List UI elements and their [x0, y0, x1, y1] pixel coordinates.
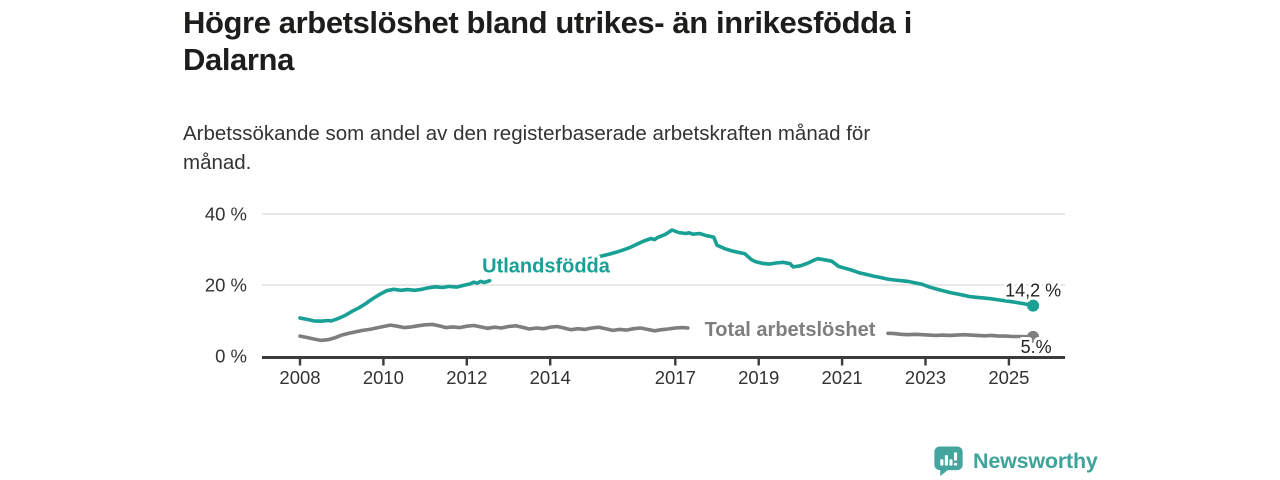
x-tick-label: 2014: [530, 367, 571, 388]
series-line-utlandsfodda: [298, 278, 492, 324]
series-end-dot-utlandsfodda: [1027, 299, 1040, 312]
x-tick-label: 2010: [363, 367, 404, 388]
series-inline-label-total: Total arbetslöshet: [705, 319, 876, 341]
x-tick-label: 2019: [738, 367, 779, 388]
x-tick-label: 2023: [905, 367, 946, 388]
series-line-total: [886, 331, 1035, 339]
series-line-utlandsfodda: [585, 228, 1035, 308]
y-tick-label: 20 %: [205, 275, 247, 296]
series-end-label-total: 5.%: [1021, 337, 1052, 357]
y-tick-label: 0 %: [215, 346, 247, 367]
x-tick-label: 2008: [279, 367, 320, 388]
newsworthy-logo: Newsworthy: [933, 445, 1098, 478]
page-subtitle: Arbetssökande som andel av den registerb…: [183, 122, 871, 174]
page-title: Högre arbetslöshet bland utrikes- än inr…: [183, 5, 912, 77]
y-tick-label: 40 %: [205, 204, 247, 225]
x-tick-label: 2017: [655, 367, 696, 388]
series-end-label-utlandsfodda: 14,2 %: [1005, 281, 1061, 301]
newsworthy-logo-icon: [934, 446, 963, 477]
brand-name: Newsworthy: [973, 449, 1098, 473]
series-line-total: [298, 322, 690, 343]
series-end-dot-total: [1027, 330, 1040, 343]
x-tick-label: 2012: [446, 367, 487, 388]
x-tick-label: 2021: [822, 367, 863, 388]
series-inline-label-utlandsfodda: Utlandsfödda: [482, 255, 611, 277]
x-tick-label: 2025: [988, 367, 1029, 388]
